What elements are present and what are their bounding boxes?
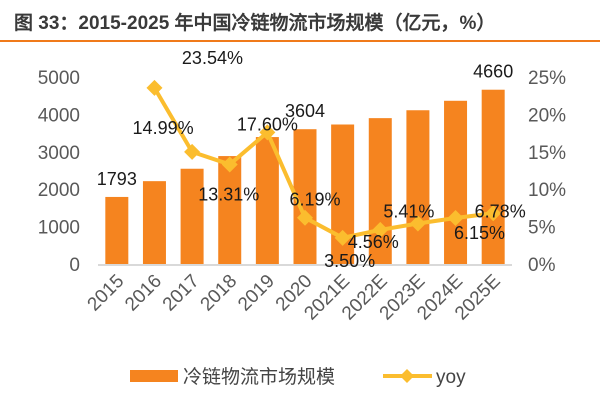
yoy-marker bbox=[221, 156, 238, 173]
legend-bar-swatch bbox=[130, 370, 178, 382]
left-axis-tick: 0 bbox=[69, 255, 80, 276]
right-axis-tick: 15% bbox=[528, 143, 566, 164]
bar-data-label: 3604 bbox=[285, 101, 325, 121]
yoy-data-label: 6.19% bbox=[289, 190, 340, 210]
title-divider bbox=[0, 40, 600, 42]
x-axis-tick: 2016 bbox=[121, 271, 166, 316]
yoy-data-label: 5.41% bbox=[383, 202, 434, 222]
left-axis-tick: 5000 bbox=[38, 68, 80, 89]
right-axis-tick: 25% bbox=[528, 68, 566, 89]
bar bbox=[293, 129, 317, 264]
yoy-marker bbox=[372, 221, 389, 238]
chart-title: 图 33：2015-2025 年中国冷链物流市场规模（亿元，%） bbox=[14, 13, 496, 34]
legend-bar-label: 冷链物流市场规模 bbox=[183, 366, 335, 388]
left-axis-tick: 4000 bbox=[38, 105, 80, 126]
yoy-data-label: 14.99% bbox=[133, 118, 194, 138]
bar bbox=[331, 124, 355, 264]
bar bbox=[218, 156, 242, 264]
bar bbox=[255, 137, 279, 264]
bar-data-label: 1793 bbox=[97, 169, 137, 189]
x-axis-tick: 2017 bbox=[159, 271, 204, 316]
bar bbox=[180, 168, 204, 264]
yoy-marker bbox=[184, 143, 201, 160]
legend-line-label: yoy bbox=[436, 367, 466, 388]
yoy-data-label: 4.56% bbox=[348, 232, 399, 252]
yoy-data-label: 6.78% bbox=[475, 201, 526, 221]
right-axis-tick: 20% bbox=[528, 105, 566, 126]
x-axis-tick: 2019 bbox=[234, 271, 279, 316]
yoy-data-label: 6.15% bbox=[454, 223, 505, 243]
yoy-data-label: 17.60% bbox=[237, 114, 298, 134]
bar bbox=[142, 181, 166, 264]
left-axis-tick: 2000 bbox=[38, 180, 80, 201]
yoy-marker bbox=[297, 209, 313, 226]
yoy-marker bbox=[447, 209, 464, 226]
bar bbox=[444, 100, 468, 264]
bar bbox=[406, 110, 430, 264]
left-axis-tick: 1000 bbox=[38, 218, 80, 239]
yoy-data-label: 13.31% bbox=[198, 184, 259, 204]
yoy-data-label: 23.54% bbox=[182, 48, 243, 68]
legend-diamond-icon bbox=[400, 369, 414, 383]
yoy-data-label: 3.50% bbox=[324, 251, 375, 271]
right-axis-tick: 10% bbox=[528, 180, 566, 201]
bar-data-label: 4660 bbox=[473, 62, 513, 82]
yoy-marker bbox=[485, 205, 502, 222]
yoy-marker bbox=[334, 229, 351, 246]
right-axis-tick: 0% bbox=[528, 255, 556, 276]
bar bbox=[481, 89, 505, 264]
x-axis-tick: 2015 bbox=[84, 271, 129, 316]
right-axis-tick: 5% bbox=[528, 218, 556, 239]
left-axis-tick: 3000 bbox=[38, 143, 80, 164]
bar bbox=[105, 196, 129, 264]
yoy-line bbox=[152, 86, 494, 240]
yoy-marker bbox=[409, 215, 426, 232]
yoy-marker bbox=[259, 124, 276, 141]
yoy-marker bbox=[146, 79, 163, 96]
x-axis-tick: 2018 bbox=[197, 271, 242, 316]
